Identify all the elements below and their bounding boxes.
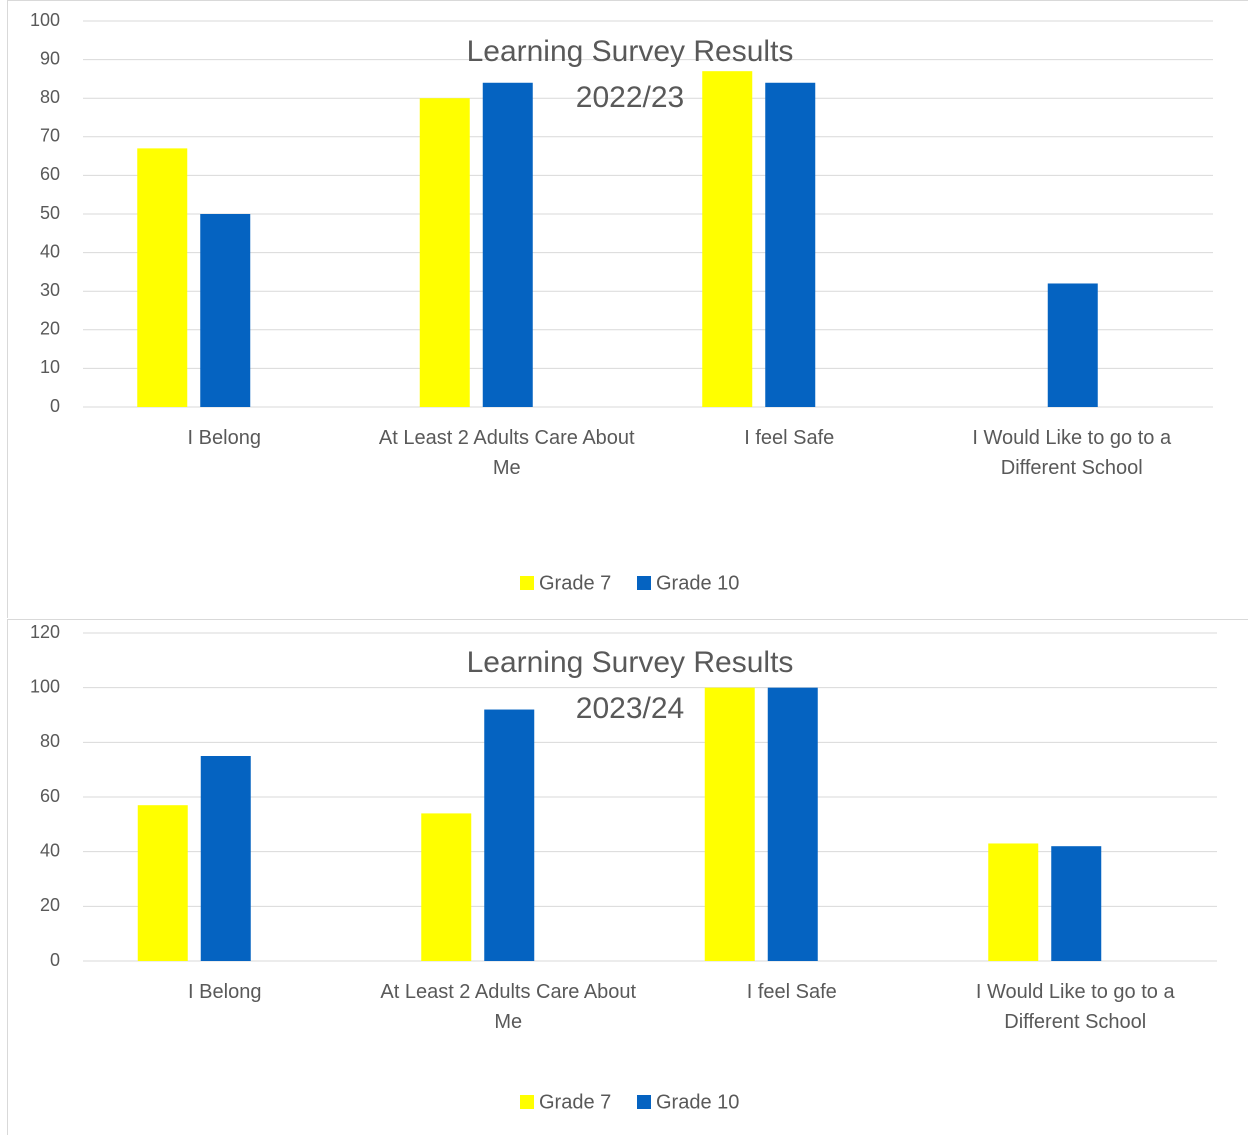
y-tick-label: 20 xyxy=(40,319,60,339)
chart-panel: 0 10 20 30 40 50 60 70 80 90 100 Grade 7 Grade 10 I B… xyxy=(7,0,1248,618)
x-tick-label: I Belong xyxy=(187,427,261,449)
y-tick-label: 20 xyxy=(40,895,60,915)
bar xyxy=(704,687,755,961)
legend-swatch xyxy=(520,576,534,590)
bar xyxy=(137,805,188,961)
legend-label: Grade 7 xyxy=(539,1091,611,1113)
bar xyxy=(419,98,470,407)
x-tick-label: I Belong xyxy=(188,981,262,1003)
x-tick-label: I feel Safe xyxy=(746,981,837,1003)
chart: 0 10 20 30 40 50 60 70 80 90 100 Grade 7 Grade 10 xyxy=(7,0,1248,618)
chart-title: Learning Survey Results 2023/24 xyxy=(466,646,794,725)
legend-label: Grade 7 xyxy=(539,572,611,594)
y-tick-label: 40 xyxy=(40,840,60,860)
y-tick-label: 80 xyxy=(40,731,60,751)
y-tick-label: 100 xyxy=(30,10,60,30)
y-tick-label: 70 xyxy=(40,126,60,146)
bar xyxy=(988,843,1039,961)
y-tick-label: 30 xyxy=(40,280,60,300)
chart-frame xyxy=(7,0,1248,618)
y-tick-label: 100 xyxy=(30,676,60,696)
chart-title: Learning Survey Results 2022/23 xyxy=(466,35,794,114)
x-tick-label: I Would Like to go to a Different School xyxy=(972,427,1172,479)
legend-swatch xyxy=(637,576,651,590)
x-tick-label: At Least 2 Adults Care About Me xyxy=(380,981,637,1033)
chart-panel: 0 20 40 60 80 100 120 Grade 7 Grade 10 I Belong At… xyxy=(0,619,1248,1135)
legend-label: Grade 10 xyxy=(656,1091,739,1113)
legend-swatch xyxy=(520,1095,534,1109)
y-tick-label: 0 xyxy=(50,950,60,970)
bar xyxy=(137,148,188,407)
x-tick-label: At Least 2 Adults Care About Me xyxy=(378,427,635,479)
chart: 0 20 40 60 80 100 120 Grade 7 Grade 10 xyxy=(7,619,1248,1135)
bar xyxy=(1047,283,1098,407)
legend-swatch xyxy=(637,1095,651,1109)
y-tick-label: 80 xyxy=(40,87,60,107)
bar xyxy=(200,756,251,961)
bar xyxy=(702,71,753,408)
chart-frame xyxy=(7,619,1248,1135)
y-tick-label: 90 xyxy=(40,48,60,68)
y-tick-label: 120 xyxy=(30,622,60,642)
y-tick-label: 60 xyxy=(40,164,60,184)
bar xyxy=(484,709,535,961)
bar xyxy=(200,214,251,407)
bar xyxy=(767,687,818,961)
bar xyxy=(421,813,472,961)
bar xyxy=(482,82,533,407)
x-tick-label: I Would Like to go to a Different School xyxy=(975,981,1175,1033)
y-tick-label: 60 xyxy=(40,786,60,806)
y-tick-label: 50 xyxy=(40,203,60,223)
y-tick-label: 0 xyxy=(50,396,60,416)
bar xyxy=(1051,846,1102,961)
y-tick-label: 10 xyxy=(40,357,60,377)
legend-label: Grade 10 xyxy=(656,572,739,594)
bar xyxy=(765,82,816,407)
y-tick-label: 40 xyxy=(40,241,60,261)
x-tick-label: I feel Safe xyxy=(744,427,835,449)
